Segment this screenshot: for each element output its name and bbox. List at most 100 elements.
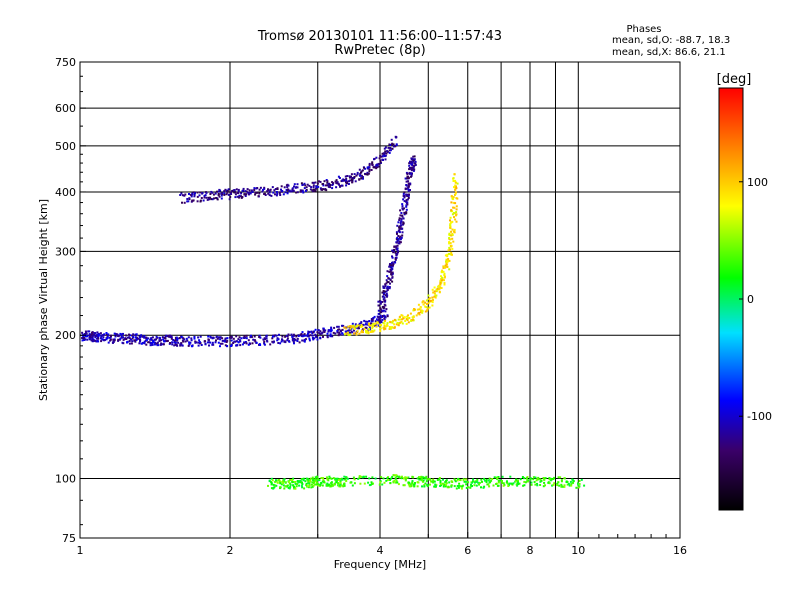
data-point (147, 341, 150, 344)
data-point (422, 476, 425, 479)
data-point (384, 316, 387, 319)
data-point (246, 191, 249, 194)
data-point (406, 203, 409, 206)
data-point (389, 147, 392, 149)
data-point (563, 485, 566, 488)
data-point (155, 335, 158, 338)
data-point (332, 477, 335, 480)
data-point (409, 162, 412, 165)
y-tick-label: 500 (55, 140, 76, 153)
data-point (259, 336, 262, 339)
data-point (143, 335, 146, 338)
data-point (103, 333, 106, 336)
data-point (281, 338, 283, 341)
data-point (259, 186, 262, 189)
data-point (236, 195, 239, 198)
data-point (393, 474, 396, 477)
data-point (434, 296, 437, 299)
data-point (300, 190, 302, 193)
data-point (361, 476, 364, 479)
data-point (342, 333, 345, 336)
data-point (385, 152, 388, 155)
data-point (405, 322, 408, 325)
data-point (383, 286, 386, 289)
data-point (234, 193, 237, 196)
data-point (572, 480, 575, 483)
data-point (436, 287, 439, 290)
y-tick-label: 400 (55, 186, 76, 199)
data-point (327, 479, 330, 482)
data-point (280, 188, 282, 191)
data-point (563, 484, 566, 487)
data-point (357, 324, 360, 327)
data-point (361, 329, 363, 332)
data-point (378, 157, 381, 160)
data-point (532, 476, 535, 479)
data-point (273, 486, 276, 489)
data-point (122, 342, 125, 345)
data-point (455, 187, 458, 190)
data-point (282, 193, 285, 196)
data-point (506, 481, 509, 484)
data-point (381, 152, 384, 155)
data-point (448, 237, 451, 239)
data-point (445, 261, 448, 264)
data-point (359, 174, 361, 177)
data-point (411, 480, 414, 483)
data-point (308, 184, 311, 187)
data-point (345, 181, 347, 184)
data-point (153, 343, 156, 346)
data-point (449, 222, 452, 225)
data-point (106, 334, 109, 337)
data-point (145, 343, 148, 346)
data-point (305, 482, 308, 485)
data-point (396, 232, 398, 235)
colorbar-tick-label: -100 (747, 410, 772, 423)
data-point (433, 290, 436, 293)
data-point (253, 339, 256, 342)
data-point (204, 343, 207, 346)
data-point (228, 198, 231, 201)
data-point (326, 184, 329, 187)
data-point (449, 225, 452, 228)
data-point (317, 484, 319, 487)
data-point (331, 483, 333, 486)
data-point (311, 334, 314, 337)
data-point (318, 332, 321, 335)
data-point (454, 193, 456, 196)
data-point (451, 237, 454, 240)
data-point (406, 198, 409, 201)
data-point (410, 157, 413, 160)
data-point (377, 316, 380, 319)
data-point (350, 330, 353, 333)
data-point (224, 338, 227, 341)
data-point (432, 299, 434, 301)
data-point (401, 203, 404, 206)
data-point (452, 206, 455, 209)
data-point (444, 264, 447, 267)
data-point (408, 167, 411, 170)
data-point (304, 338, 307, 341)
data-point (411, 481, 414, 484)
data-point (154, 338, 156, 341)
data-point (360, 174, 363, 177)
data-point (217, 190, 220, 193)
data-point (432, 480, 435, 483)
data-point (439, 480, 442, 482)
data-point (380, 476, 383, 479)
data-point (379, 324, 382, 326)
data-point (382, 306, 385, 309)
data-point (418, 478, 421, 481)
data-point (355, 333, 358, 336)
data-point (379, 161, 382, 164)
data-point (410, 175, 412, 178)
data-point (316, 483, 319, 486)
data-point (187, 200, 190, 203)
data-point (212, 193, 215, 196)
data-point (412, 318, 414, 321)
data-point (264, 338, 267, 340)
data-point (221, 337, 224, 340)
data-point (194, 340, 197, 343)
data-point (427, 307, 430, 310)
data-point (398, 226, 401, 229)
